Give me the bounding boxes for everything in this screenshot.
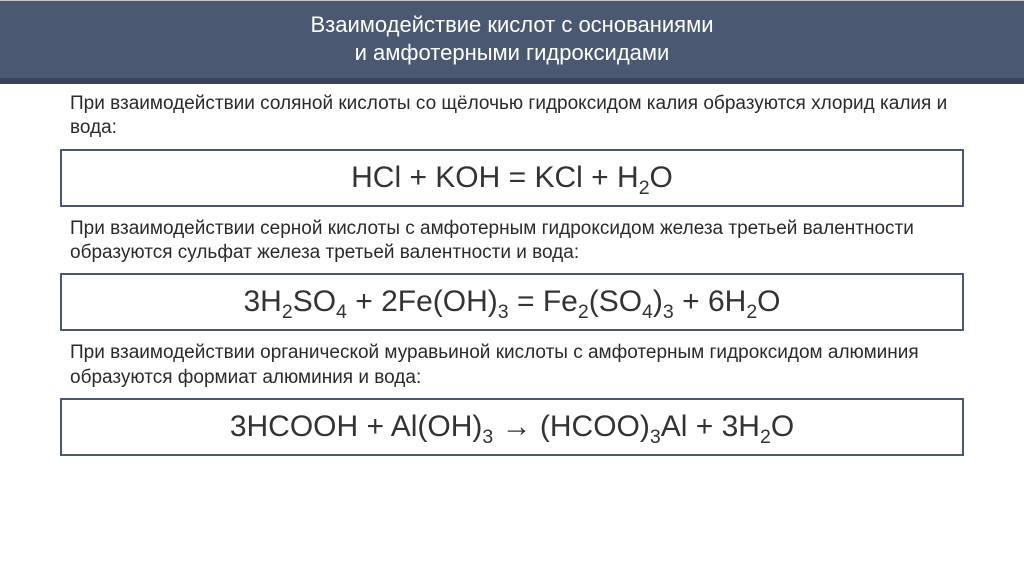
description-1: При взаимодействии соляной кислоты со щё… xyxy=(70,92,954,141)
equation-box-1: HCl + KOH = KCl + H2O xyxy=(60,149,964,207)
equation-box-2: 3H2SO4 + 2Fe(OH)3 = Fe2(SO4)3 + 6H2O xyxy=(60,273,964,331)
equation-box-3: 3HCOOH + Al(OH)3 → (HCOO)3Al + 3H2O xyxy=(60,398,964,456)
description-3: При взаимодействии органической муравьин… xyxy=(70,341,954,390)
header-line-2: и амфотерными гидроксидами xyxy=(0,39,1024,67)
description-2: При взаимодействии серной кислоты с амфо… xyxy=(70,217,954,266)
slide-header: Взаимодействие кислот с основаниями и ам… xyxy=(0,0,1024,84)
slide-content: При взаимодействии соляной кислоты со щё… xyxy=(0,84,1024,456)
header-line-1: Взаимодействие кислот с основаниями xyxy=(0,11,1024,39)
